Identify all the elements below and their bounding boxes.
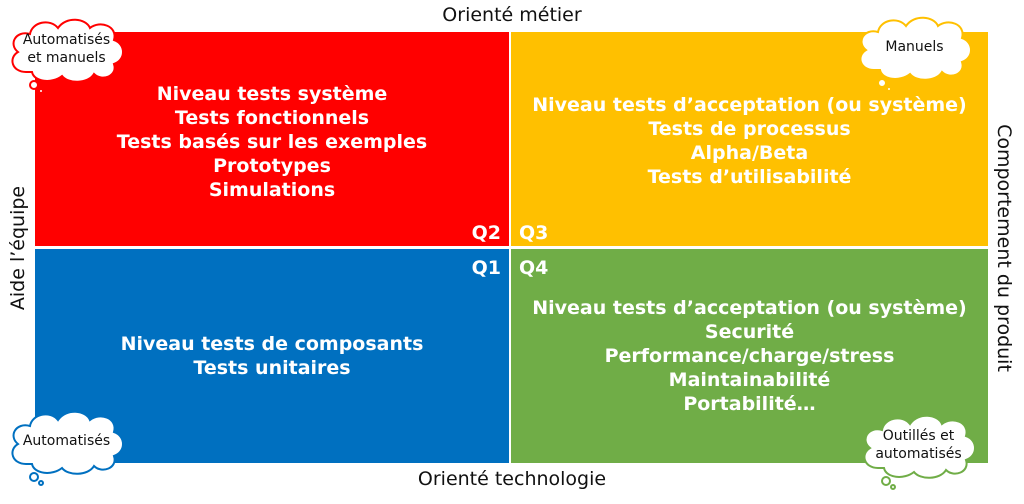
- cloud-callout-bottom-left: Automatisés: [4, 406, 129, 486]
- cloud-bubble: [38, 480, 44, 486]
- axis-label-bottom: Orienté technologie: [417, 468, 607, 490]
- quadrant-line: Tests unitaires: [193, 357, 351, 379]
- cloud-icon: [859, 16, 972, 92]
- quadrant-label-q3: Q3: [519, 222, 549, 244]
- cloud-shape: [859, 16, 972, 81]
- cloud-shape: [863, 414, 976, 479]
- cloud-shape: [11, 410, 124, 475]
- quadrant-q4-text: Niveau tests d’acceptation (ou système) …: [511, 296, 988, 416]
- quadrant-line: Niveau tests d’acceptation (ou système): [532, 297, 967, 319]
- axis-label-top: Orienté métier: [442, 4, 582, 26]
- cloud-icon: [11, 18, 124, 94]
- quadrant-line: Tests de processus: [648, 118, 851, 140]
- cloud-bubble: [29, 472, 39, 482]
- quadrant-label-q4: Q4: [519, 257, 549, 279]
- cloud-bubble: [886, 86, 892, 92]
- quadrant-line: Tests fonctionnels: [174, 107, 370, 129]
- quadrant-q1-text: Niveau tests de composants Tests unitair…: [35, 332, 509, 380]
- cloud-icon: [11, 410, 124, 486]
- cloud-text: Automatisés: [4, 406, 129, 476]
- quadrant-line: Niveau tests de composants: [120, 333, 424, 355]
- cloud-shape: [11, 18, 124, 83]
- cloud-callout-bottom-right: Outillés et automatisés: [856, 410, 981, 490]
- quadrant-q4: Q4 Niveau tests d’acceptation (ou systèm…: [511, 249, 988, 463]
- cloud-bubble: [29, 80, 39, 90]
- cloud-line: Automatisés: [22, 433, 111, 449]
- cloud-icon: [863, 414, 976, 490]
- quadrant-line: Simulations: [208, 179, 336, 201]
- cloud-text: Manuels: [852, 12, 977, 82]
- quadrant-line: Tests basés sur les exemples: [116, 131, 428, 153]
- cloud-bubble: [38, 88, 44, 94]
- cloud-text: Automatisés et manuels: [4, 14, 129, 84]
- cloud-bubble: [890, 484, 896, 490]
- quadrant-line: Niveau tests d’acceptation (ou système): [532, 94, 967, 116]
- axis-label-right: Comportement du produit: [993, 124, 1015, 372]
- quadrant-label-q2: Q2: [471, 222, 501, 244]
- quadrant-line: Maintainabilité: [668, 369, 831, 391]
- quadrant-line: Alpha/Beta: [690, 142, 809, 164]
- quadrant-line: Performance/charge/stress: [604, 345, 895, 367]
- cloud-line: automatisés: [875, 446, 962, 462]
- cloud-text: Outillés et automatisés: [856, 410, 981, 480]
- quadrant-q3-text: Niveau tests d’acceptation (ou système) …: [511, 93, 988, 189]
- cloud-bubble: [877, 78, 887, 88]
- quadrant-line: Tests d’utilisabilité: [647, 166, 852, 188]
- quadrant-line: Portabilité…: [683, 393, 816, 415]
- quadrant-label-q1: Q1: [471, 257, 501, 279]
- quadrant-q2: Niveau tests système Tests fonctionnels …: [35, 32, 509, 246]
- cloud-line: Manuels: [885, 39, 944, 55]
- axis-label-left: Aide l’équipe: [7, 185, 29, 311]
- cloud-line: Automatisés: [22, 32, 111, 48]
- cloud-callout-top-left: Automatisés et manuels: [4, 14, 129, 94]
- cloud-line: et manuels: [27, 50, 106, 66]
- cloud-callout-top-right: Manuels: [852, 12, 977, 92]
- quadrant-q3: Niveau tests d’acceptation (ou système) …: [511, 32, 988, 246]
- quadrant-line: Prototypes: [213, 155, 331, 177]
- quadrant-line: Securité: [704, 321, 795, 343]
- cloud-line: Outillés et: [882, 428, 955, 444]
- cloud-bubble: [881, 476, 891, 486]
- quadrant-line: Niveau tests système: [156, 83, 388, 105]
- quadrant-q2-text: Niveau tests système Tests fonctionnels …: [35, 82, 509, 202]
